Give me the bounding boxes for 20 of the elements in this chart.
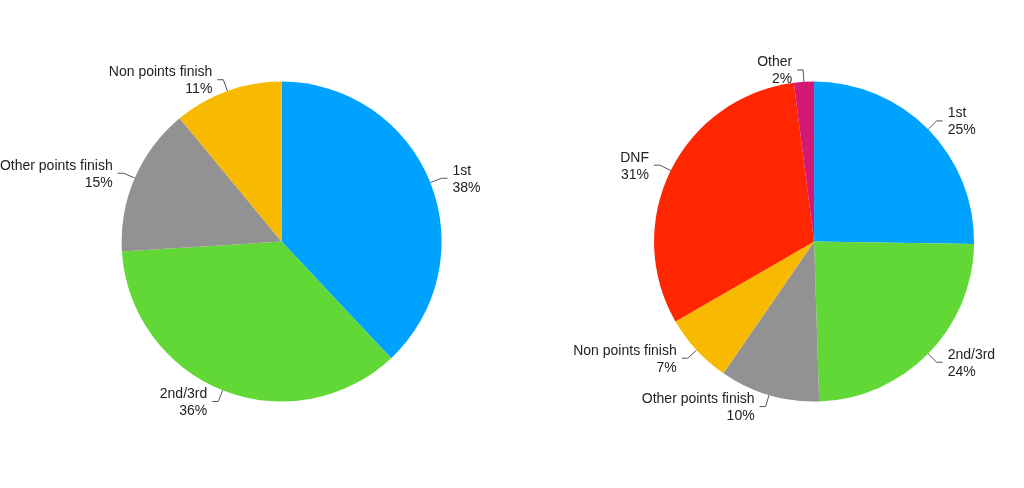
data-label: 7% bbox=[656, 358, 677, 375]
data-label: 25% bbox=[947, 121, 976, 138]
data-label: 11% bbox=[185, 80, 213, 97]
data-label: 2% bbox=[771, 70, 793, 87]
slice-label: Non points finish bbox=[108, 63, 213, 80]
data-label: 31% bbox=[620, 165, 649, 182]
data-label: 36% bbox=[179, 401, 208, 418]
slice-label: Other points finish bbox=[641, 390, 755, 407]
slice-label: 1st bbox=[947, 104, 967, 121]
data-label: 24% bbox=[947, 362, 976, 379]
slice-label: Other points finish bbox=[0, 156, 113, 173]
data-label: 15% bbox=[84, 173, 113, 190]
slice-label: DNF bbox=[620, 148, 649, 165]
data-label: 10% bbox=[726, 407, 755, 424]
slice-label: 2nd/3rd bbox=[159, 384, 208, 401]
data-label: 38% bbox=[452, 178, 481, 195]
slice-label: 1st bbox=[452, 161, 472, 178]
slice-label: 2nd/3rd bbox=[947, 345, 996, 362]
slice-label: Other bbox=[757, 53, 793, 70]
slice-label: Non points finish bbox=[573, 341, 677, 358]
